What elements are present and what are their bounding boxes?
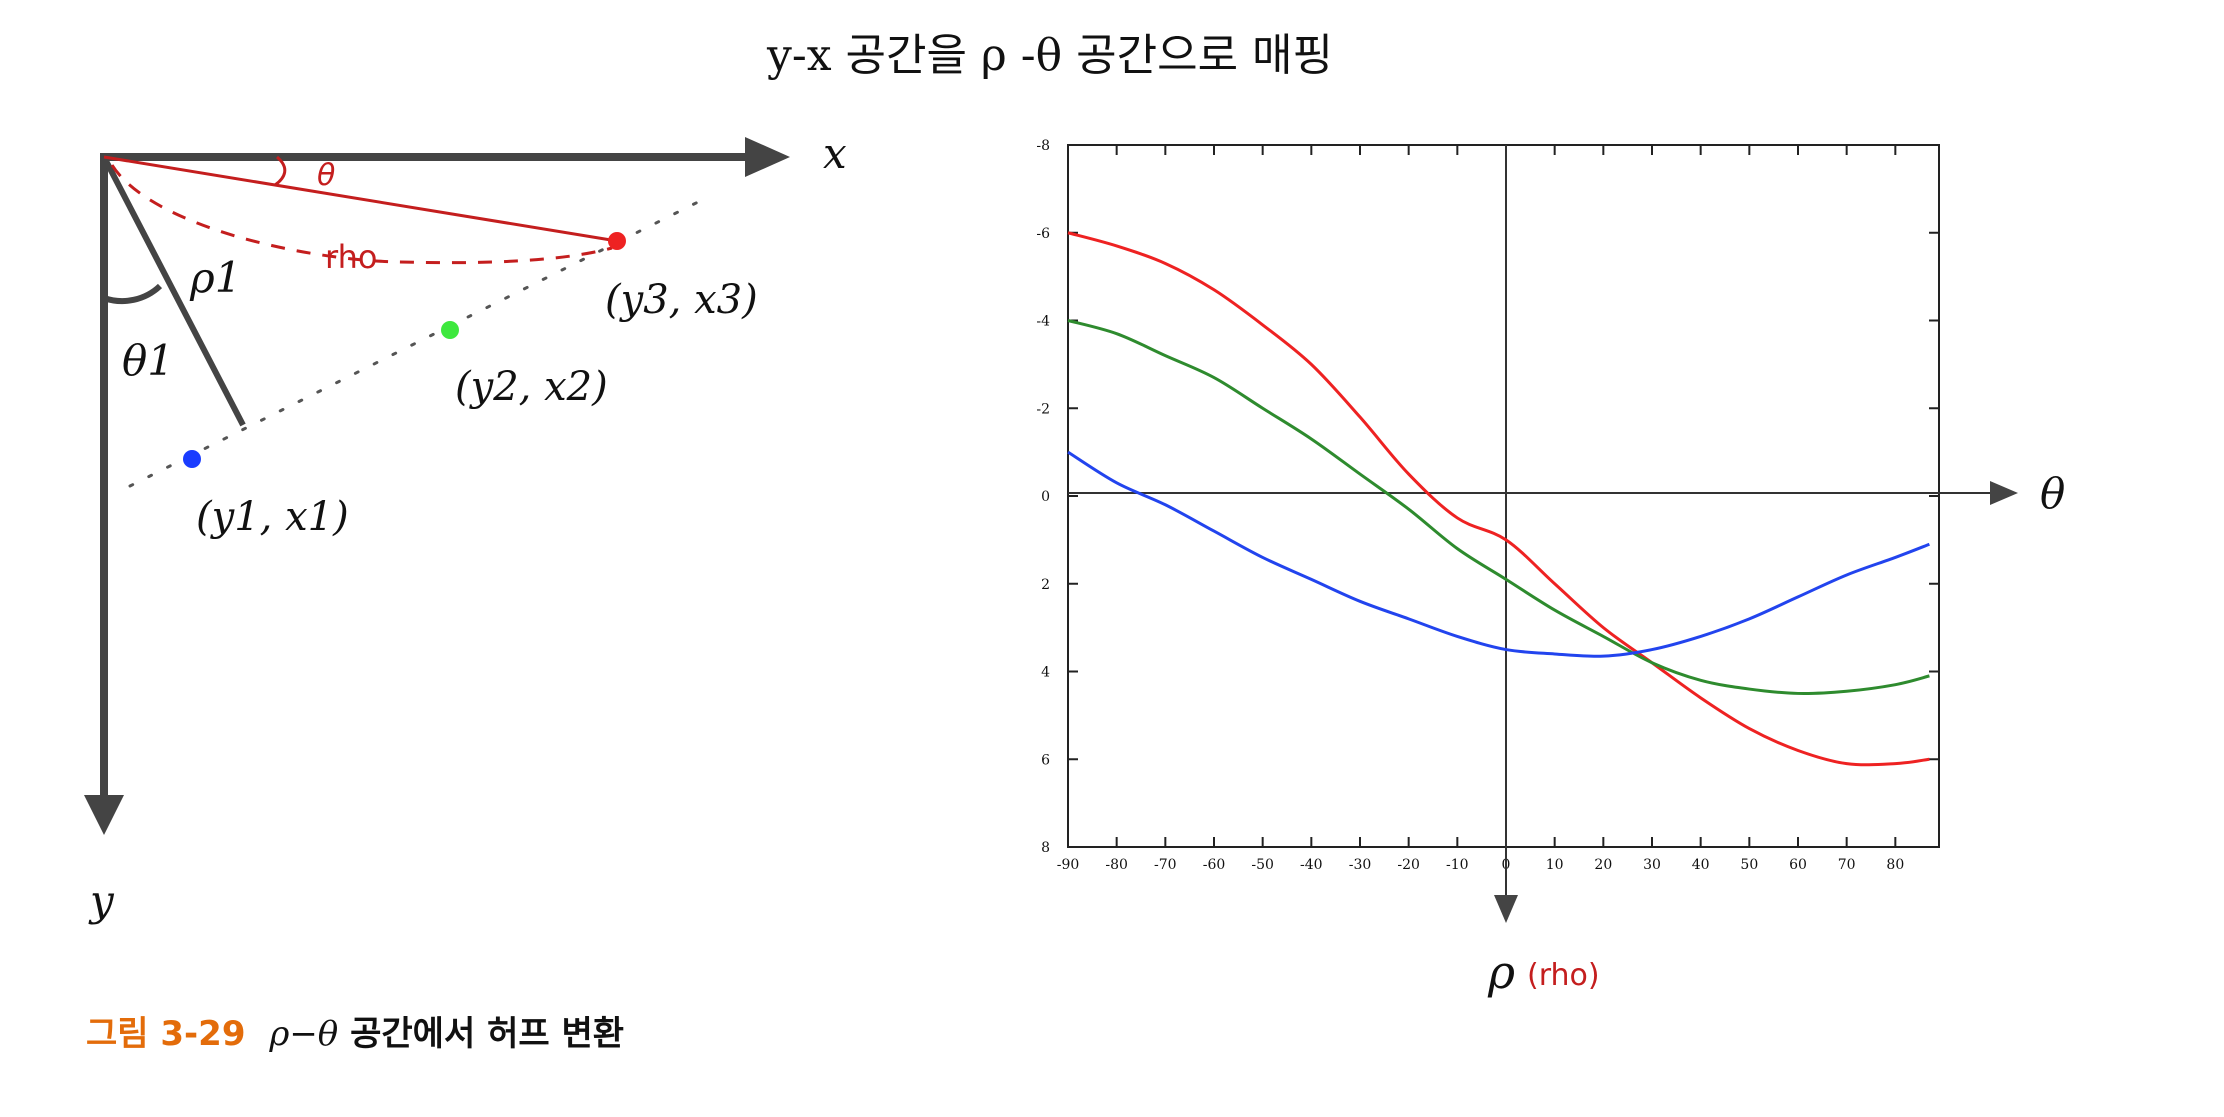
x-tick-label: 70 (1838, 857, 1856, 873)
rho1-label: ρ1 (189, 253, 241, 302)
y-tick-label: -8 (1036, 138, 1050, 154)
x-tick-label: 60 (1789, 857, 1807, 873)
rho-theta-chart: -90 -80 -70 -60 -50 -40 -30 -20 -10 0 10 20 30 40 50 60… (1036, 138, 2065, 999)
series-line-0 (1067, 231, 1930, 767)
rho-axis-annotation: (rho) (1527, 958, 1600, 993)
x-tick-label: 80 (1886, 857, 1904, 873)
point-2-dot (441, 321, 459, 339)
y-tick-label: 6 (1041, 752, 1050, 768)
chart-frame (1067, 144, 1940, 848)
theta-axis-arrow-icon (1990, 481, 2018, 505)
x-tick-label: -40 (1300, 857, 1323, 873)
dotted-point-line (128, 194, 712, 488)
y-tick-label: 2 (1041, 577, 1050, 593)
x-tick-label: 40 (1692, 857, 1710, 873)
theta1-label: θ1 (122, 336, 174, 385)
y-axis-arrow-icon (84, 795, 124, 835)
theta1-arc (103, 283, 163, 305)
x-tick-label: -30 (1349, 857, 1372, 873)
rho-annotation-red: rho (325, 238, 377, 276)
page-title: y-x 공간을 ρ -θ 공간으로 매핑 (766, 30, 1333, 81)
point-2-label: (y2, x2) (455, 364, 608, 410)
rho-axis-arrow-icon (1494, 895, 1518, 923)
point-1-label: (y1, x1) (196, 494, 349, 540)
y-tick-label: -2 (1036, 401, 1050, 417)
x-tick-label: -70 (1154, 857, 1177, 873)
caption-symbol: ρ−θ (268, 1014, 338, 1054)
x-tick-label: -20 (1397, 857, 1420, 873)
yx-space-diagram: x y ρ1 θ1 θ rho (y1, x1) (y2, x2) (y3, x… (84, 129, 847, 925)
x-tick-label: 30 (1643, 857, 1661, 873)
caption-number: 그림 3-29 (86, 1014, 245, 1054)
x-tick-label: 50 (1740, 857, 1758, 873)
rho1-normal-line (101, 155, 246, 427)
y-tick-label: 4 (1041, 665, 1050, 681)
x-axis-label: x (823, 129, 847, 178)
x-tick-label: 10 (1546, 857, 1564, 873)
theta-arc-red (274, 155, 287, 187)
x-tick-label: 20 (1594, 857, 1612, 873)
x-tick-label: -10 (1446, 857, 1469, 873)
chart-series (1067, 231, 1930, 767)
y-tick-label: 8 (1041, 840, 1050, 856)
point-3-dot (608, 232, 626, 250)
point-1-dot (183, 450, 201, 468)
figure-caption: 그림 3-29 ρ−θ 공간에서 허프 변환 (86, 1014, 624, 1054)
series-line-2 (1067, 450, 1930, 658)
svg-text:그림 3-29 ρ−θ 공간에서: 그림 3-29 ρ−θ 공간에서 허프 변환 (86, 1014, 624, 1054)
x-tick-label: -90 (1057, 857, 1080, 873)
theta-axis-label: θ (2040, 469, 2065, 518)
x-tick-label: -50 (1251, 857, 1274, 873)
rho-axis-label: ρ (1487, 945, 1515, 999)
series-line-1 (1067, 319, 1930, 696)
caption-text: 공간에서 허프 변환 (350, 1014, 624, 1054)
y-tick-label: 0 (1041, 489, 1050, 505)
rho-line-red (103, 155, 618, 243)
chart-ticks (1067, 144, 1939, 848)
rho-dashed-curve-red (110, 164, 613, 265)
chart-tick-labels: -90 -80 -70 -60 -50 -40 -30 -20 -10 0 10 20 30 40 50 60… (1036, 138, 1904, 873)
x-tick-label: -80 (1105, 857, 1128, 873)
x-tick-label: -60 (1203, 857, 1226, 873)
y-tick-label: -4 (1036, 314, 1050, 330)
y-tick-label: -6 (1036, 226, 1050, 242)
theta-annotation-red: θ (317, 158, 335, 193)
point-3-label: (y3, x3) (605, 277, 758, 323)
x-axis-arrow-icon (745, 137, 790, 177)
y-axis-label: y (88, 876, 115, 925)
